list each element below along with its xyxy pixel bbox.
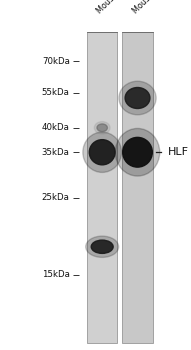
Bar	[122, 32, 153, 343]
Ellipse shape	[86, 236, 119, 257]
Ellipse shape	[83, 132, 121, 173]
Ellipse shape	[89, 140, 115, 165]
Text: Mouse brain: Mouse brain	[131, 0, 172, 15]
Ellipse shape	[119, 81, 156, 115]
Text: 25kDa: 25kDa	[42, 193, 70, 202]
Bar	[87, 32, 117, 343]
Ellipse shape	[91, 240, 113, 253]
Text: 35kDa: 35kDa	[42, 148, 70, 157]
Text: 15kDa: 15kDa	[42, 270, 70, 279]
Text: HLF: HLF	[168, 147, 189, 157]
Ellipse shape	[97, 124, 107, 132]
Text: 40kDa: 40kDa	[42, 123, 70, 132]
Text: 70kDa: 70kDa	[42, 57, 70, 66]
Ellipse shape	[94, 121, 110, 134]
Text: 55kDa: 55kDa	[42, 88, 70, 97]
Text: Mouse liver: Mouse liver	[96, 0, 134, 15]
Ellipse shape	[123, 137, 152, 167]
Ellipse shape	[115, 128, 160, 176]
Ellipse shape	[125, 88, 150, 108]
